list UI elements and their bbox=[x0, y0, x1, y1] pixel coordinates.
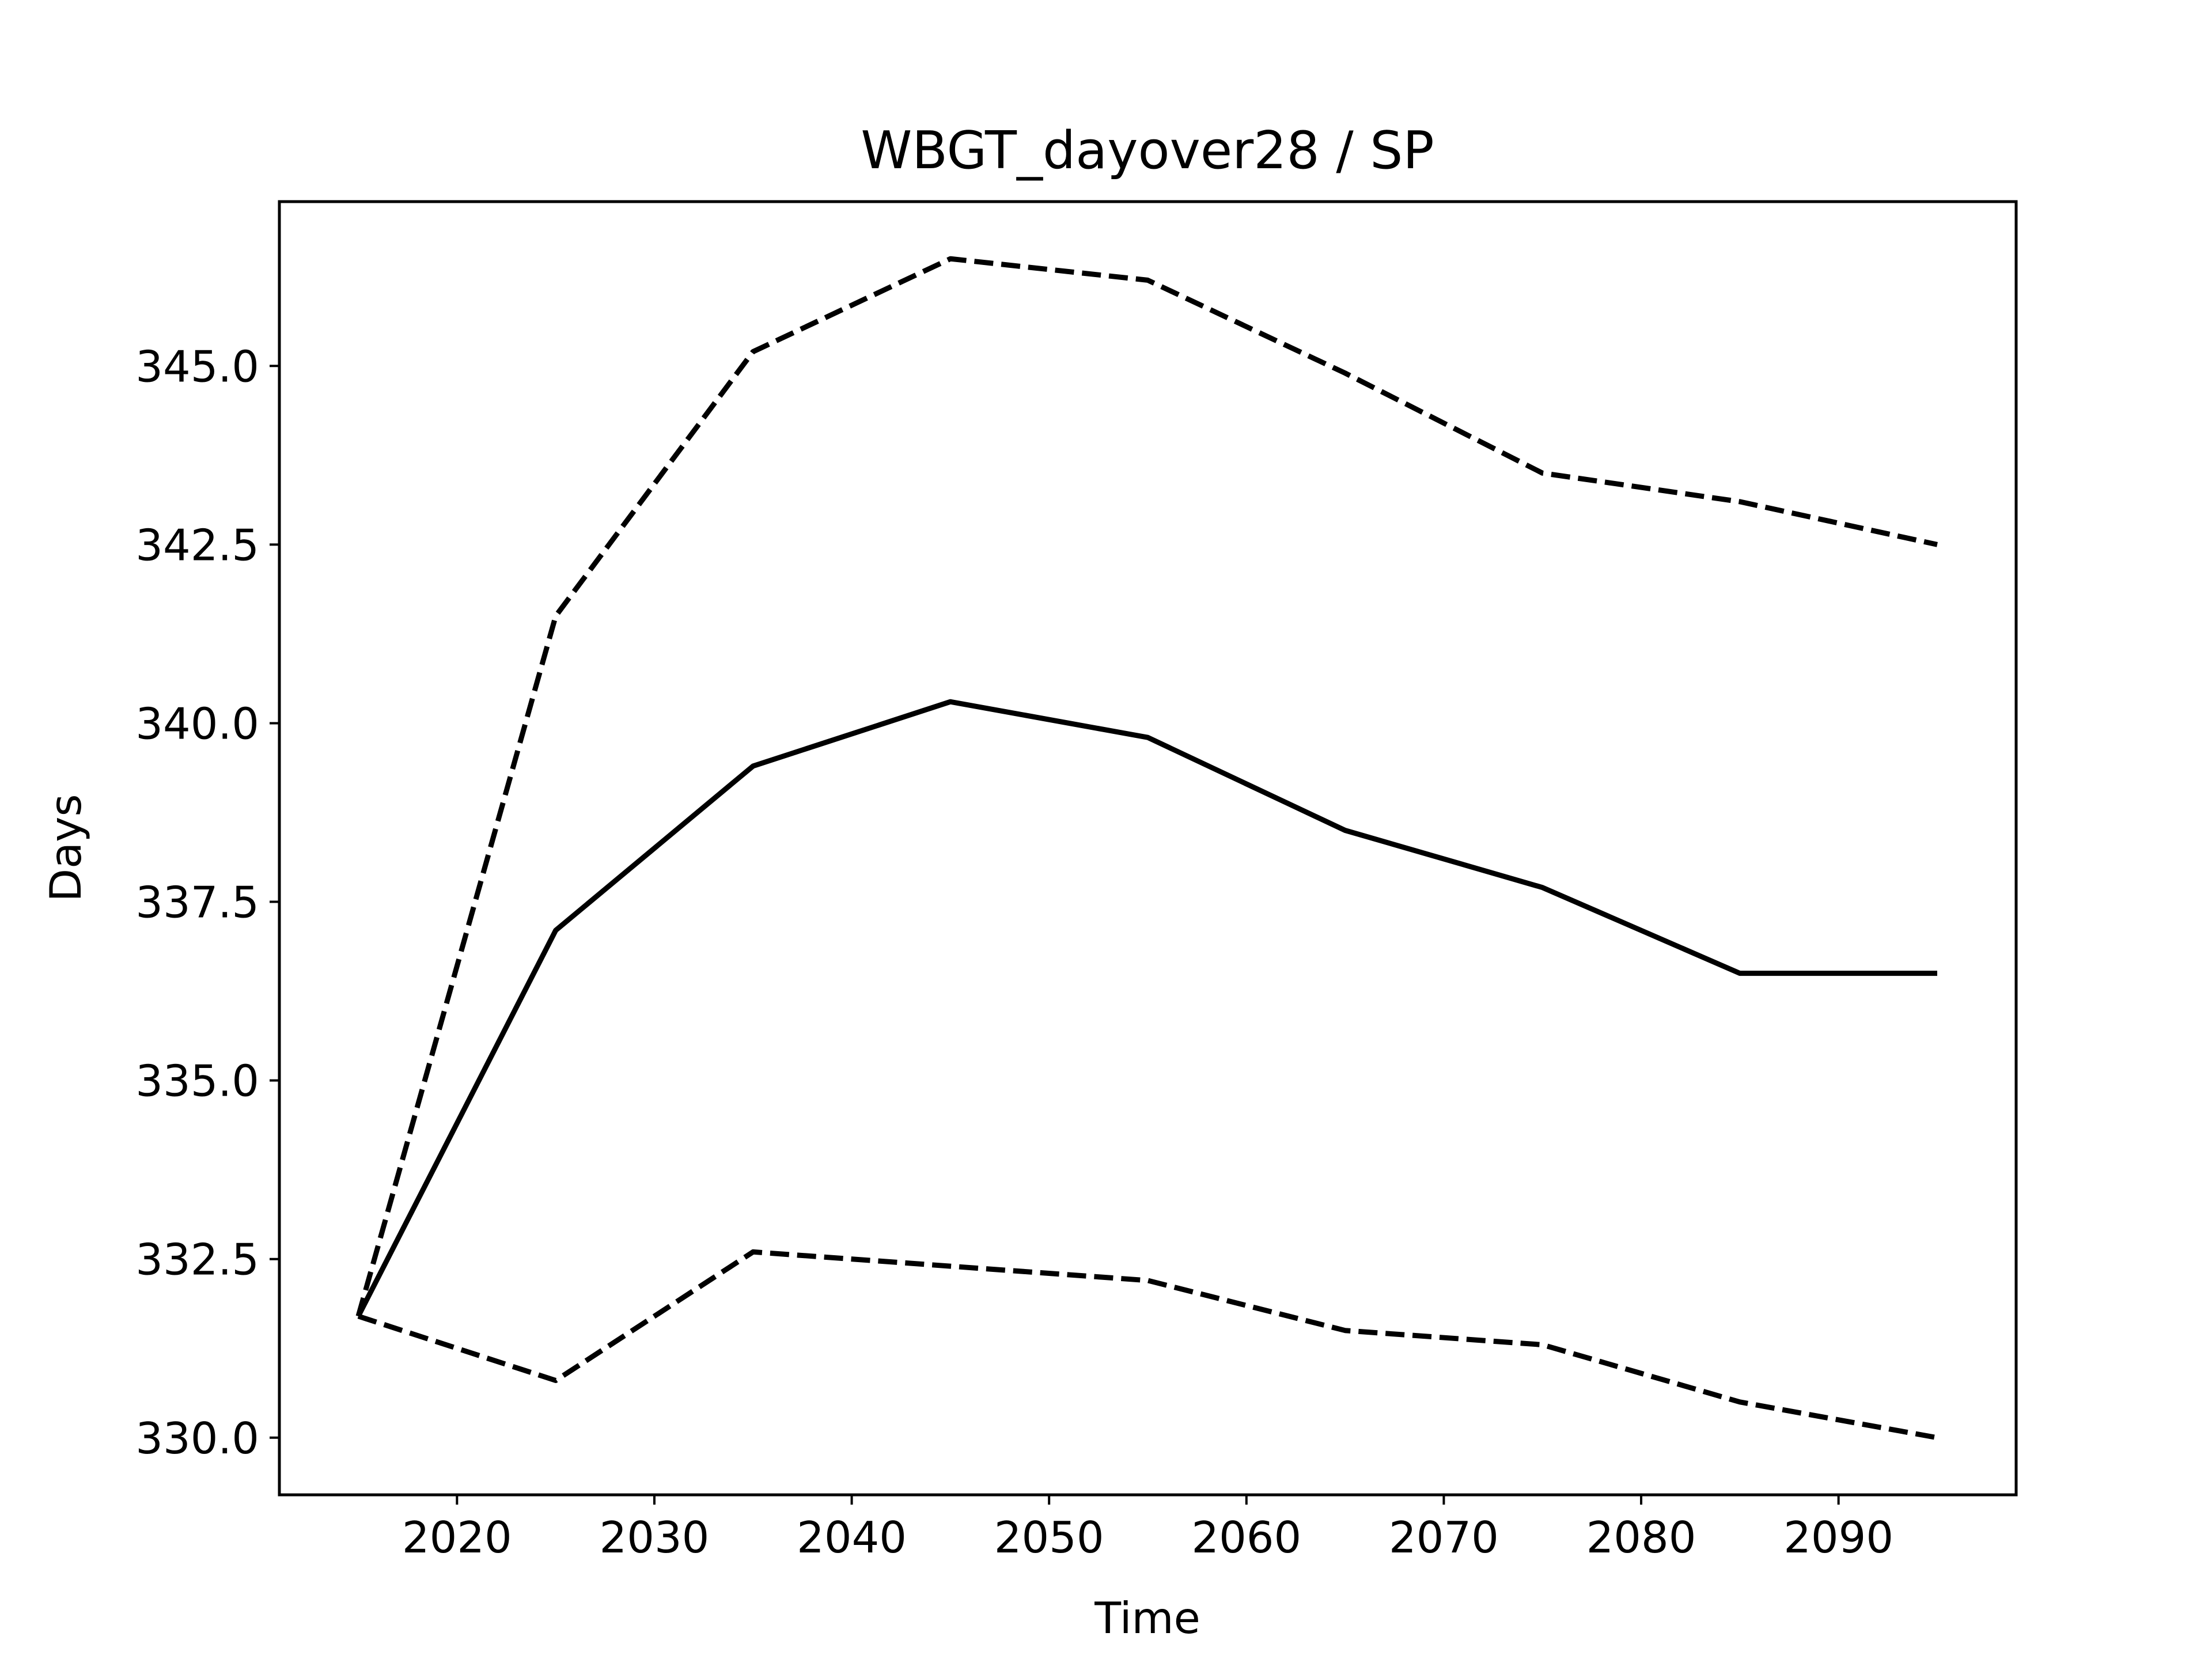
x-axis-ticks: 2020 2030 2040 2050 2060 2070 2080 2090 bbox=[402, 1495, 1893, 1563]
y-tick-label: 345.0 bbox=[135, 341, 259, 392]
y-tick-label: 342.5 bbox=[135, 520, 259, 570]
y-axis-ticks: 330.0 332.5 335.0 337.5 340.0 342.5 345.0 bbox=[135, 341, 279, 1464]
y-tick-label: 340.0 bbox=[135, 698, 259, 749]
x-tick-label: 2090 bbox=[1783, 1512, 1893, 1563]
y-tick-label: 335.0 bbox=[135, 1056, 259, 1107]
series-line-2 bbox=[355, 699, 1937, 1317]
x-tick-label: 2040 bbox=[797, 1512, 907, 1563]
y-tick-label: 330.0 bbox=[135, 1413, 259, 1464]
x-axis-label: Time bbox=[1094, 1593, 1200, 1643]
y-tick-label: 332.5 bbox=[135, 1234, 259, 1285]
plot-frame bbox=[278, 200, 2018, 1497]
x-tick-label: 2080 bbox=[1586, 1512, 1696, 1563]
y-axis-label: Days bbox=[40, 794, 91, 902]
chart-title: WBGT_dayover28 / SP bbox=[861, 120, 1434, 181]
series-line-1 bbox=[355, 256, 1938, 1317]
y-tick-label: 337.5 bbox=[135, 877, 259, 928]
x-tick-label: 2050 bbox=[994, 1512, 1104, 1563]
series-line-3 bbox=[357, 1249, 1938, 1441]
series-layer bbox=[355, 256, 1938, 1441]
x-tick-label: 2030 bbox=[600, 1512, 710, 1563]
x-tick-label: 2070 bbox=[1389, 1512, 1499, 1563]
x-tick-label: 2020 bbox=[402, 1512, 512, 1563]
x-tick-label: 2060 bbox=[1191, 1512, 1301, 1563]
